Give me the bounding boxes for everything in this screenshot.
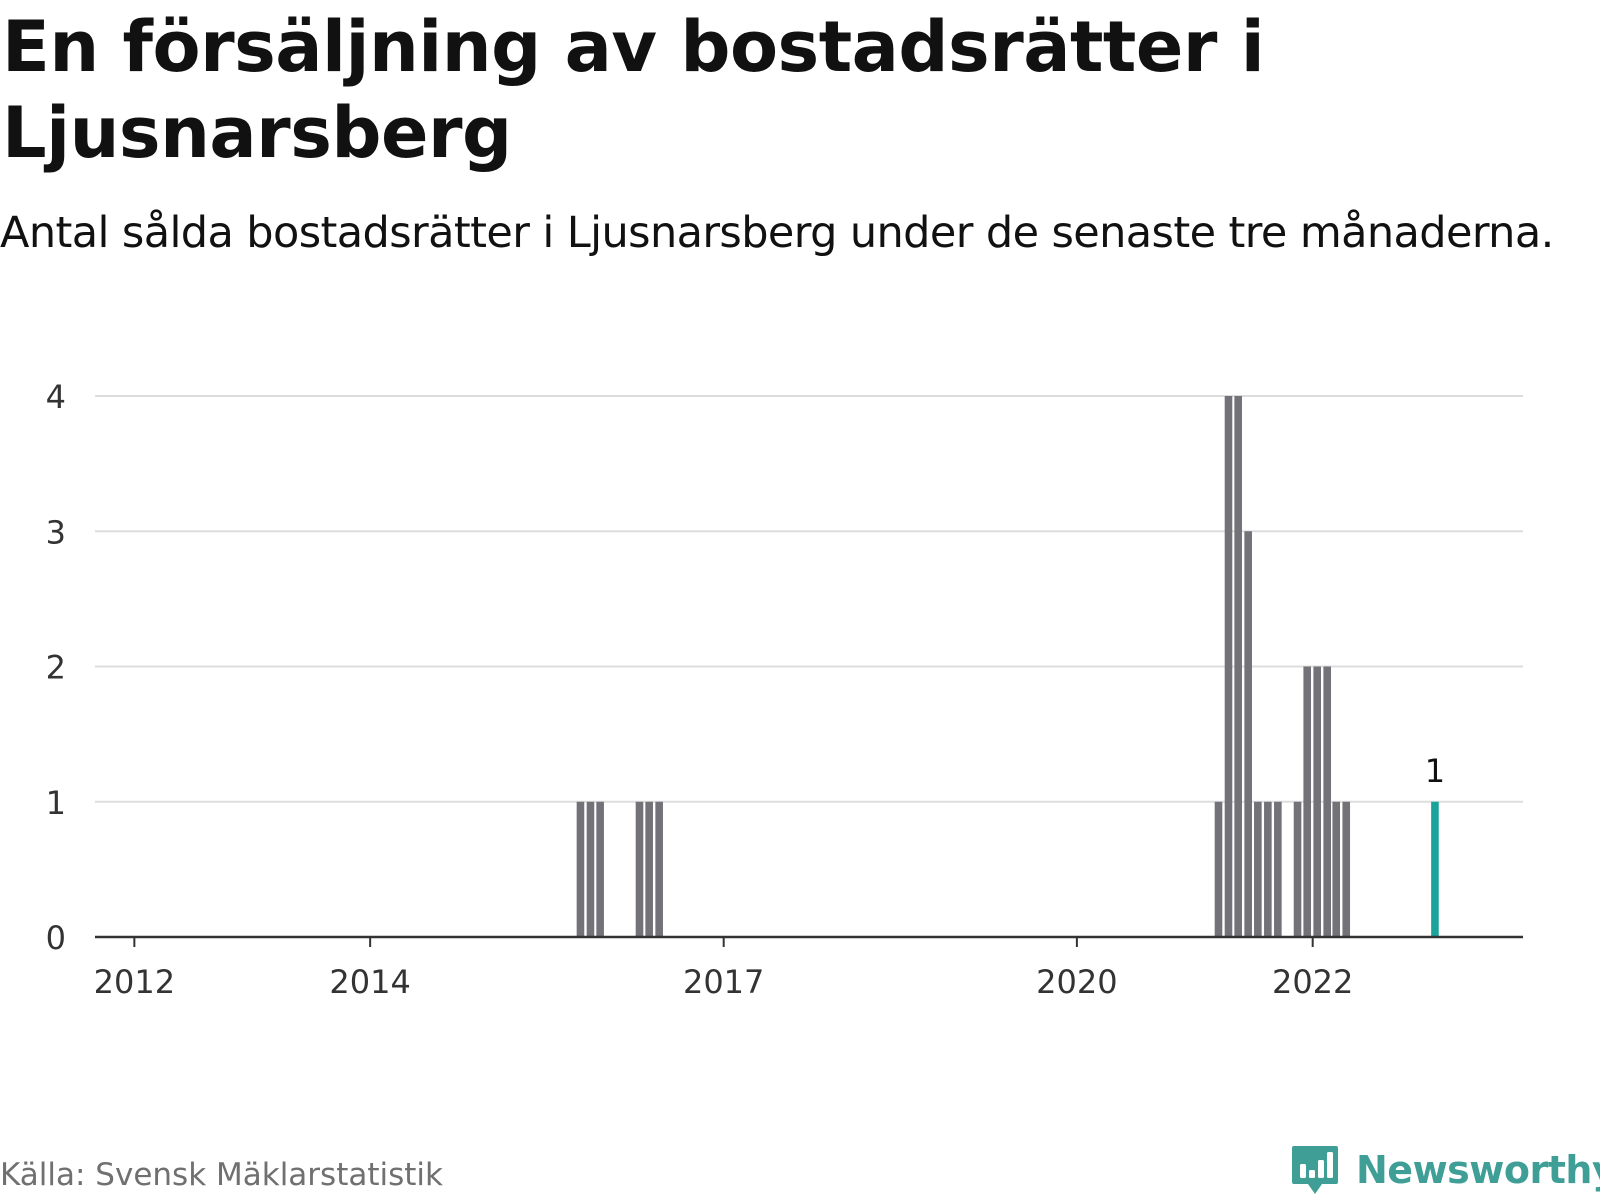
bar xyxy=(1254,801,1262,937)
brand-name: Newsworthy xyxy=(1356,1148,1600,1192)
y-tick-label: 2 xyxy=(46,649,66,687)
gridlines xyxy=(95,395,1523,803)
bar xyxy=(1234,396,1242,937)
bar xyxy=(576,801,585,937)
bar xyxy=(635,801,644,937)
y-tick-label: 3 xyxy=(46,513,66,551)
bar xyxy=(1293,801,1302,937)
bar xyxy=(645,801,653,937)
bar xyxy=(1274,801,1282,937)
bar xyxy=(596,801,604,937)
bar xyxy=(1342,801,1351,937)
x-axis-tick-labels: 2012 2014 2017 2020 2022 xyxy=(94,963,1354,1001)
y-tick-label: 0 xyxy=(46,919,66,957)
x-axis xyxy=(95,935,1523,947)
bar xyxy=(1224,396,1233,937)
bar xyxy=(1264,801,1272,937)
bar xyxy=(1332,801,1341,937)
bar xyxy=(1214,801,1223,937)
x-tick-label: 2012 xyxy=(94,963,175,1001)
y-tick-label: 4 xyxy=(46,378,66,416)
bar-chart: 0 1 2 3 4 2012 2014 2017 2020 2022 1 xyxy=(46,378,1523,1001)
source-note: Källa: Svensk Mäklarstatistik xyxy=(0,1157,443,1193)
bar xyxy=(586,801,595,937)
highlight-bar xyxy=(1431,801,1439,937)
newsworthy-logo-icon xyxy=(1292,1146,1338,1194)
bar xyxy=(1244,531,1252,937)
chart-title: En försäljning av bostadsrätter i Ljusna… xyxy=(2,6,1265,174)
bars xyxy=(576,396,1439,937)
y-axis-tick-labels: 0 1 2 3 4 xyxy=(46,378,66,957)
x-tick-label: 2017 xyxy=(683,963,764,1001)
highlight-value-label: 1 xyxy=(1425,752,1445,790)
bar xyxy=(1323,666,1332,937)
bar xyxy=(655,801,663,937)
x-tick-label: 2022 xyxy=(1272,963,1353,1001)
bar xyxy=(1303,666,1312,937)
bar xyxy=(1313,666,1322,937)
data-labels: 1 xyxy=(1425,752,1445,790)
brand-mark[interactable]: Newsworthy xyxy=(1290,1140,1600,1200)
x-tick-label: 2020 xyxy=(1036,963,1117,1001)
x-tick-label: 2014 xyxy=(329,963,410,1001)
chart-subtitle: Antal sålda bostadsrätter i Ljusnarsberg… xyxy=(0,208,1554,258)
y-tick-label: 1 xyxy=(46,784,66,822)
